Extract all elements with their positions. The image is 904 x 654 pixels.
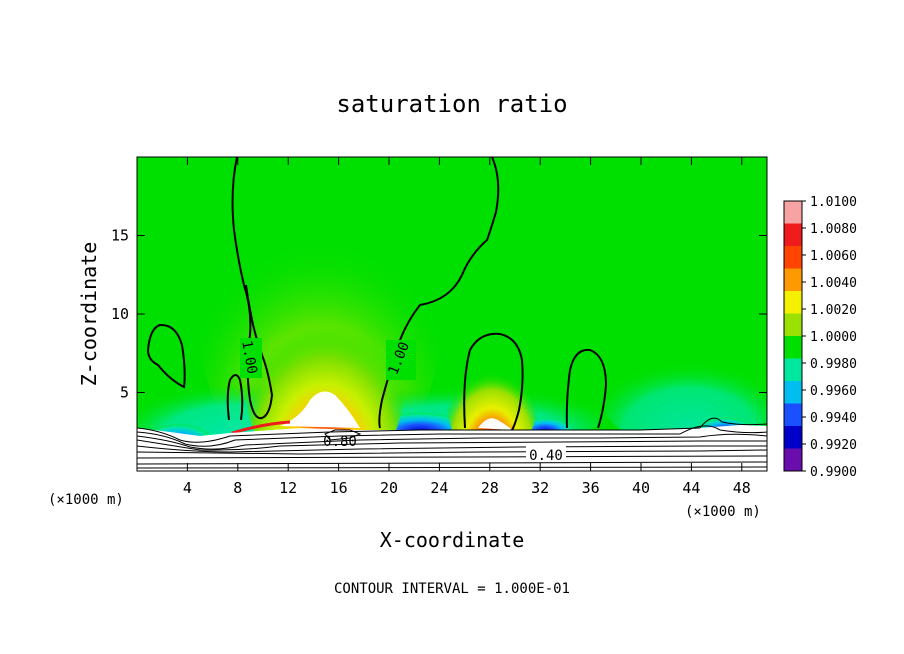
- colorbar-swatch: [784, 448, 802, 472]
- contour-interval-note: CONTOUR INTERVAL = 1.000E-01: [334, 581, 570, 597]
- colorbar-swatch: [784, 313, 802, 337]
- y-tick-label: 15: [111, 227, 129, 245]
- colorbar-label: 1.0040: [810, 276, 857, 291]
- colorbar-swatch: [784, 381, 802, 404]
- colorbar-swatch: [784, 426, 802, 449]
- contour-label-1: 1.00: [238, 339, 260, 375]
- colorbar-label: 0.9940: [810, 411, 857, 426]
- x-tick-label: 12: [279, 479, 297, 497]
- label-bg-3: [526, 446, 566, 462]
- colorbar: 1.0100 1.0080 1.0060 1.0040 1.0020 1.0000 0.99…: [783, 195, 857, 480]
- x-tick-label: 24: [430, 479, 448, 497]
- plot-area: [137, 157, 767, 471]
- x-unit-left: (×1000 m): [48, 492, 124, 508]
- red-fringe: [231, 420, 291, 435]
- x-tick-label: 48: [733, 479, 751, 497]
- x-tick-label: 36: [582, 479, 600, 497]
- x-tick-label: 4: [183, 479, 192, 497]
- x-tick-label: 32: [531, 479, 549, 497]
- x-tick-label: 44: [682, 479, 700, 497]
- saturated-core-secondary: [478, 418, 512, 430]
- colorbar-label: 1.0100: [810, 195, 857, 210]
- colorbar-label: 1.0000: [810, 330, 857, 345]
- y-tick-label: 10: [111, 305, 129, 323]
- boundary-contours: [137, 417, 767, 469]
- x-tick-label: 16: [330, 479, 348, 497]
- x-tick-label: 40: [632, 479, 650, 497]
- x-tick-label: 8: [233, 479, 242, 497]
- colorbar-swatch: [784, 403, 802, 427]
- colorbar-swatch: [784, 246, 802, 269]
- x-axis-title: X-coordinate: [380, 528, 525, 552]
- colorbar-swatch: [784, 291, 802, 314]
- colorbar-label: 0.9980: [810, 357, 857, 372]
- colorbar-label: 0.9920: [810, 438, 857, 453]
- colorbar-label: 0.9900: [810, 465, 857, 480]
- colorbar-label: 1.0060: [810, 249, 857, 264]
- colorbar-label: 1.0020: [810, 303, 857, 318]
- colorbar-swatch: [784, 201, 802, 224]
- colorbar-swatch: [784, 268, 802, 292]
- y-axis-ticks: 5 10 15: [111, 227, 767, 402]
- chart-title: saturation ratio: [336, 90, 567, 118]
- x-tick-label: 20: [380, 479, 398, 497]
- colorbar-swatch: [784, 358, 802, 382]
- colorbar-swatch: [784, 223, 802, 247]
- colorbar-swatch: [784, 336, 802, 359]
- saturated-core-main: [280, 391, 360, 428]
- colorbar-label: 1.0080: [810, 222, 857, 237]
- x-tick-label: 28: [481, 479, 499, 497]
- contour-label-4: 0.40: [529, 448, 563, 464]
- x-unit-right: (×1000 m): [685, 504, 761, 520]
- unity-contours: [146, 157, 608, 431]
- colorbar-label: 0.9960: [810, 384, 857, 399]
- label-bg-2: [386, 340, 416, 380]
- y-axis-title: Z-coordinate: [77, 242, 101, 387]
- label-bg-1: [240, 338, 262, 378]
- contour-label-3: 0.80: [323, 434, 357, 450]
- plume-main: [245, 270, 405, 471]
- y-tick-label: 5: [120, 384, 129, 402]
- x-axis-ticks: 4 8 12 16 20 24 28 32 36 40 44 48: [183, 157, 751, 497]
